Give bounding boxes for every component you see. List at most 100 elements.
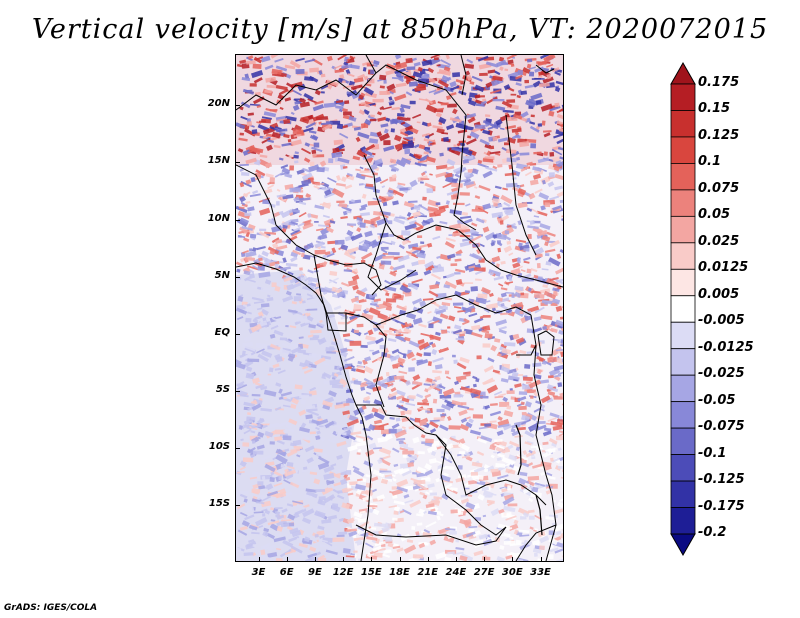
field-cell: [318, 554, 326, 561]
lat-label: 15S: [208, 497, 230, 509]
field-cell: [351, 274, 360, 281]
field-cell: [285, 422, 293, 430]
field-cell: [373, 399, 383, 407]
field-cell: [490, 242, 495, 247]
field-cell: [362, 60, 374, 67]
field-cell: [264, 279, 272, 285]
field-cell: [439, 474, 451, 483]
field-cell: [486, 150, 492, 156]
field-cell: [306, 490, 318, 499]
field-cell: [396, 116, 408, 122]
field-cell: [326, 479, 334, 485]
field-cell: [246, 303, 251, 307]
field-cell: [249, 233, 257, 239]
field-cell: [236, 425, 240, 429]
field-cell: [411, 278, 423, 284]
field-cell: [350, 296, 359, 303]
field-cell: [270, 519, 276, 522]
field-cell: [549, 547, 559, 553]
field-cell: [400, 321, 409, 329]
field-cell: [336, 291, 346, 298]
field-cell: [559, 456, 563, 462]
field-cell: [442, 388, 455, 397]
field-cell: [351, 377, 356, 382]
field-cell: [314, 357, 326, 366]
field-cell: [560, 122, 563, 128]
field-cell: [409, 179, 418, 188]
field-cell: [503, 532, 511, 538]
colorbar-label: -0.125: [698, 472, 745, 488]
field-cell: [315, 488, 326, 493]
field-cell: [316, 430, 321, 435]
field-cell: [309, 134, 318, 141]
field-cell: [560, 327, 563, 333]
field-cell: [346, 58, 351, 62]
field-cell: [519, 152, 530, 156]
field-cell: [388, 504, 398, 509]
field-cell: [453, 306, 462, 309]
field-cell: [520, 459, 527, 464]
field-cell: [520, 401, 525, 406]
field-cell: [317, 415, 322, 420]
field-cell: [342, 333, 351, 338]
field-cell: [498, 56, 505, 62]
field-cell: [236, 547, 242, 553]
field-cell: [558, 430, 563, 435]
field-cell: [465, 373, 471, 377]
field-cell: [444, 240, 455, 249]
field-cell: [238, 425, 243, 430]
field-cell: [412, 113, 422, 119]
field-cell: [333, 305, 342, 311]
field-cell: [276, 548, 282, 551]
field-cell: [385, 371, 390, 377]
field-cell: [559, 414, 563, 420]
field-cell: [482, 158, 494, 163]
field-cell: [465, 531, 476, 538]
field-cell: [358, 183, 364, 186]
field-cell: [255, 494, 265, 501]
field-cell: [250, 323, 262, 333]
field-cell: [290, 545, 303, 554]
field-cell: [538, 192, 550, 201]
field-cell: [479, 72, 488, 76]
field-cell: [488, 269, 501, 277]
field-cell: [498, 393, 506, 397]
field-cell: [387, 220, 393, 225]
field-cell: [393, 293, 402, 297]
field-cell: [548, 437, 558, 445]
field-cell: [476, 248, 482, 255]
field-cell: [534, 188, 543, 194]
field-cell: [366, 63, 372, 67]
field-cell: [382, 196, 394, 199]
field-cell: [251, 393, 261, 397]
field-cell: [542, 441, 549, 446]
field-cell: [515, 74, 523, 80]
field-cell: [403, 327, 412, 334]
field-cell: [396, 478, 409, 488]
field-cell: [539, 55, 549, 60]
field-cell: [245, 231, 251, 238]
field-cell: [348, 530, 358, 537]
field-cell: [294, 160, 299, 164]
field-cell: [287, 271, 294, 276]
field-cell: [482, 170, 493, 179]
field-cell: [391, 173, 397, 179]
field-cell: [463, 328, 473, 335]
field-cell: [527, 475, 540, 481]
field-cell: [465, 70, 471, 76]
field-cell: [252, 450, 264, 455]
field-cell: [445, 401, 455, 409]
field-cell: [349, 55, 354, 59]
country-border: [365, 55, 377, 74]
field-cell: [416, 522, 423, 526]
field-cell: [310, 255, 317, 259]
field-cell: [303, 362, 312, 368]
field-cell: [292, 129, 304, 135]
field-cell: [546, 63, 554, 68]
field-cell: [440, 102, 449, 106]
field-cell: [432, 398, 438, 404]
field-cell: [251, 422, 258, 427]
field-cell: [482, 203, 492, 210]
field-cell: [537, 230, 548, 237]
field-cell: [515, 239, 527, 244]
